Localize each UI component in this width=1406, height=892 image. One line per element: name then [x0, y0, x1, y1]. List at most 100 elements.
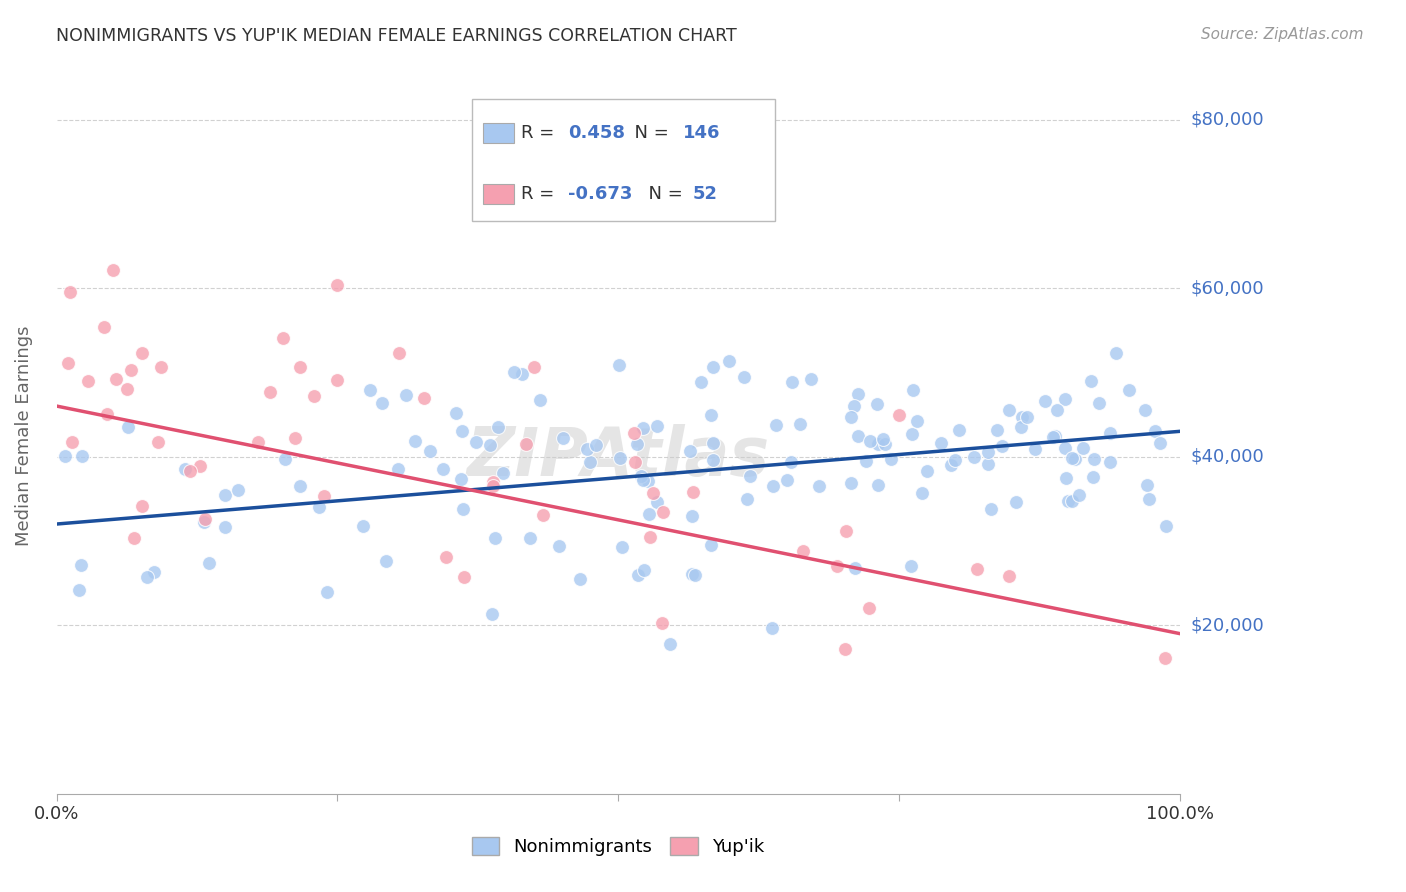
- Point: [1137, 492, 1160, 507]
- Point: [839, 476, 862, 491]
- Point: [432, 461, 454, 475]
- Point: [1143, 424, 1166, 438]
- Point: [174, 461, 197, 475]
- Point: [977, 445, 1000, 459]
- Point: [855, 454, 877, 468]
- Point: [681, 567, 703, 582]
- Point: [1099, 455, 1122, 469]
- Point: [122, 531, 145, 545]
- Point: [523, 359, 546, 374]
- Point: [131, 500, 153, 514]
- Point: [699, 408, 721, 422]
- Point: [866, 397, 889, 411]
- Point: [858, 601, 880, 615]
- Point: [762, 479, 785, 493]
- Point: [60, 435, 83, 450]
- Point: [387, 462, 409, 476]
- Text: $60,000: $60,000: [1191, 279, 1264, 297]
- Point: [637, 474, 659, 488]
- Point: [585, 438, 607, 452]
- Point: [404, 434, 426, 448]
- Point: [1054, 470, 1077, 484]
- Point: [800, 372, 823, 386]
- Point: [579, 455, 602, 469]
- Point: [288, 359, 311, 374]
- Point: [131, 346, 153, 360]
- Text: Source: ZipAtlas.com: Source: ZipAtlas.com: [1201, 27, 1364, 42]
- Point: [997, 569, 1019, 583]
- Point: [702, 436, 724, 450]
- Point: [875, 437, 897, 451]
- Point: [682, 485, 704, 500]
- Point: [1154, 519, 1177, 533]
- Point: [284, 430, 307, 444]
- Point: [326, 277, 349, 292]
- Point: [1069, 488, 1091, 502]
- Point: [56, 356, 79, 370]
- Point: [846, 387, 869, 401]
- Point: [780, 455, 803, 469]
- Point: [631, 474, 654, 488]
- Point: [915, 464, 938, 478]
- Point: [551, 431, 574, 445]
- Point: [880, 452, 903, 467]
- Point: [179, 464, 201, 478]
- Point: [53, 450, 76, 464]
- Point: [948, 423, 970, 437]
- Point: [226, 483, 249, 497]
- Point: [214, 520, 236, 534]
- Point: [519, 532, 541, 546]
- Point: [1042, 430, 1064, 444]
- Point: [395, 388, 418, 402]
- Point: [198, 556, 221, 570]
- Point: [765, 418, 787, 433]
- Point: [900, 427, 922, 442]
- Text: 52: 52: [693, 185, 718, 202]
- Point: [835, 524, 858, 539]
- Point: [375, 554, 398, 568]
- Point: [630, 468, 652, 483]
- Point: [308, 500, 330, 514]
- Point: [1060, 494, 1083, 508]
- Point: [434, 549, 457, 564]
- Point: [641, 486, 664, 500]
- Y-axis label: Median Female Earnings: Median Female Earnings: [15, 326, 32, 546]
- Point: [900, 559, 922, 574]
- Text: N =: N =: [637, 185, 688, 202]
- Point: [193, 515, 215, 529]
- Point: [1011, 410, 1033, 425]
- Point: [827, 559, 849, 574]
- Point: [1149, 436, 1171, 450]
- Point: [761, 621, 783, 635]
- Point: [990, 439, 1012, 453]
- Point: [651, 505, 673, 519]
- Point: [633, 563, 655, 577]
- Text: $80,000: $80,000: [1191, 111, 1264, 128]
- Point: [388, 346, 411, 360]
- Point: [72, 450, 94, 464]
- Point: [247, 434, 270, 449]
- Point: [776, 473, 799, 487]
- Point: [624, 455, 647, 469]
- Point: [943, 453, 966, 467]
- Point: [104, 372, 127, 386]
- Text: $20,000: $20,000: [1191, 616, 1264, 634]
- Point: [93, 319, 115, 334]
- Point: [929, 435, 952, 450]
- Point: [326, 372, 349, 386]
- Point: [1024, 442, 1046, 456]
- Text: ZIPAtlas: ZIPAtlas: [467, 424, 769, 490]
- Point: [1015, 409, 1038, 424]
- Point: [115, 383, 138, 397]
- Point: [451, 502, 474, 516]
- Point: [529, 393, 551, 408]
- Point: [352, 518, 374, 533]
- Point: [733, 369, 755, 384]
- Point: [413, 391, 436, 405]
- Point: [271, 331, 294, 345]
- Point: [700, 538, 723, 552]
- Point: [868, 478, 890, 492]
- Point: [901, 383, 924, 397]
- Point: [568, 572, 591, 586]
- Point: [868, 437, 890, 451]
